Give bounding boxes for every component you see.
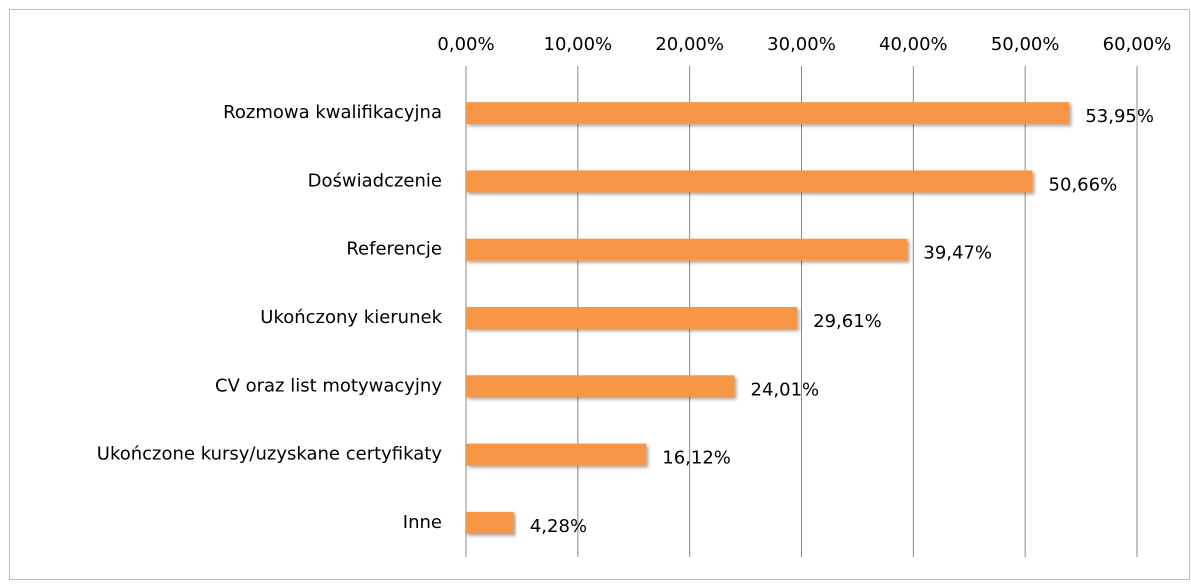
bar (466, 238, 908, 261)
x-tick-label: 30,00% (767, 34, 836, 55)
x-tick-label: 50,00% (991, 34, 1060, 55)
data-label: 39,47% (923, 243, 992, 264)
bar (466, 375, 735, 398)
x-tick-label: 0,00% (437, 34, 494, 55)
bar (466, 170, 1033, 193)
data-label: 16,12% (662, 448, 731, 469)
bar (466, 511, 514, 534)
y-tick-label: Rozmowa kwalifikacyjna (223, 102, 442, 123)
bar (466, 307, 798, 329)
bar (466, 102, 1070, 125)
x-tick-label: 10,00% (544, 34, 613, 55)
data-label: 53,95% (1085, 106, 1154, 127)
chart-frame (9, 9, 1190, 580)
y-tick-label: Doświadczenie (308, 170, 442, 191)
data-label: 29,61% (813, 311, 882, 332)
data-label: 4,28% (530, 516, 587, 537)
y-tick-label: Ukończone kursy/uzyskane certyfikaty (97, 444, 443, 465)
x-tick-label: 60,00% (1103, 34, 1172, 55)
y-tick-label: CV oraz list motywacyjny (215, 375, 442, 396)
y-tick-label: Referencje (346, 239, 442, 260)
y-tick-label: Inne (403, 512, 442, 533)
y-tick-label: Ukończony kierunek (260, 307, 442, 328)
x-tick-label: 20,00% (655, 34, 724, 55)
x-tick-label: 40,00% (879, 34, 948, 55)
data-label: 50,66% (1049, 174, 1118, 195)
data-label: 24,01% (751, 379, 820, 400)
bar (466, 443, 647, 466)
